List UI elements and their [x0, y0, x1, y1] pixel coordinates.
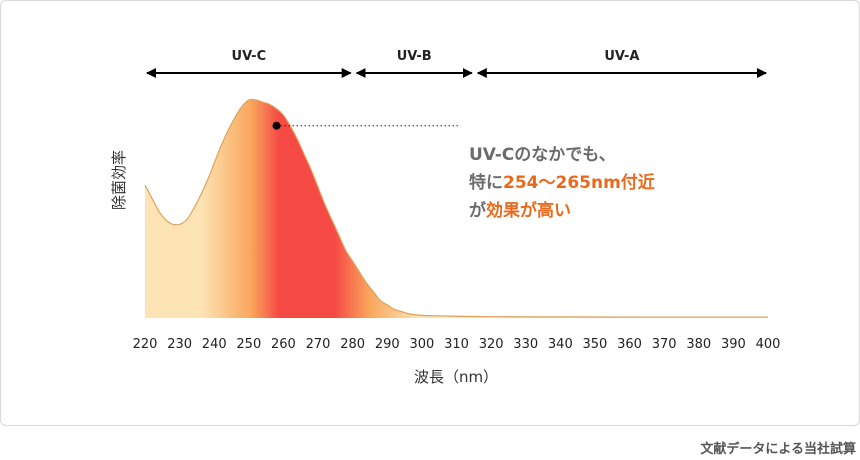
annotation-line-1: UV-Cのなかでも、	[469, 145, 616, 165]
x-tick-label: 330	[513, 337, 538, 352]
x-tick-label: 360	[617, 337, 642, 352]
x-tick-label: 290	[375, 337, 400, 352]
peak-marker	[272, 121, 281, 130]
x-tick-label: 230	[167, 337, 192, 352]
x-tick-label: 390	[721, 337, 746, 352]
x-tick-label: 220	[133, 337, 158, 352]
x-tick-label: 380	[686, 337, 711, 352]
x-tick-label: 310	[444, 337, 469, 352]
annotation-line-3-prefix: が	[469, 200, 486, 221]
annotation-text: UV-Cのなかでも、 特に254〜265nm付近 が効果が高い	[469, 145, 655, 221]
x-tick-label: 350	[583, 337, 608, 352]
x-tick-label: 270	[306, 337, 331, 352]
band-label-uv-b: UV-B	[397, 49, 432, 64]
x-tick-label: 280	[340, 337, 365, 352]
band-label-uv-a: UV-A	[604, 49, 639, 64]
x-tick-label: 340	[548, 337, 573, 352]
x-tick-label: 300	[409, 337, 434, 352]
x-tick-label: 260	[271, 337, 296, 352]
y-axis-title: 除菌効率	[110, 150, 128, 210]
x-tick-label: 320	[479, 337, 504, 352]
efficiency-curve	[144, 98, 768, 318]
x-tick-label: 370	[652, 337, 677, 352]
x-tick-label: 240	[202, 337, 227, 352]
x-tick-label: 400	[756, 337, 781, 352]
annotation-line-2: 特に254〜265nm付近	[469, 172, 655, 193]
data-source-note: 文献データによる当社試算	[700, 442, 856, 457]
x-tick-label: 250	[236, 337, 261, 352]
annotation-line-2-prefix: 特に	[469, 172, 503, 193]
x-axis-title: 波長（nm）	[414, 368, 498, 386]
x-axis-ticks: 220 230 240 250 260 270 280 290 300 310 320 330 340 3…	[133, 337, 781, 352]
band-label-uv-c: UV-C	[232, 49, 267, 64]
wavelength-bands: UV-C UV-B UV-A	[146, 49, 767, 78]
efficiency-chart: UV-C UV-B UV-A UV-Cのなかでも、 特に254〜265nm付近 が効…	[110, 49, 781, 386]
efficiency-area	[145, 99, 768, 318]
annotation-highlight-effect: 効果が高い	[486, 200, 571, 221]
annotation-line-3: が効果が高い	[469, 200, 571, 221]
annotation-highlight-range: 254〜265nm付近	[503, 172, 655, 193]
